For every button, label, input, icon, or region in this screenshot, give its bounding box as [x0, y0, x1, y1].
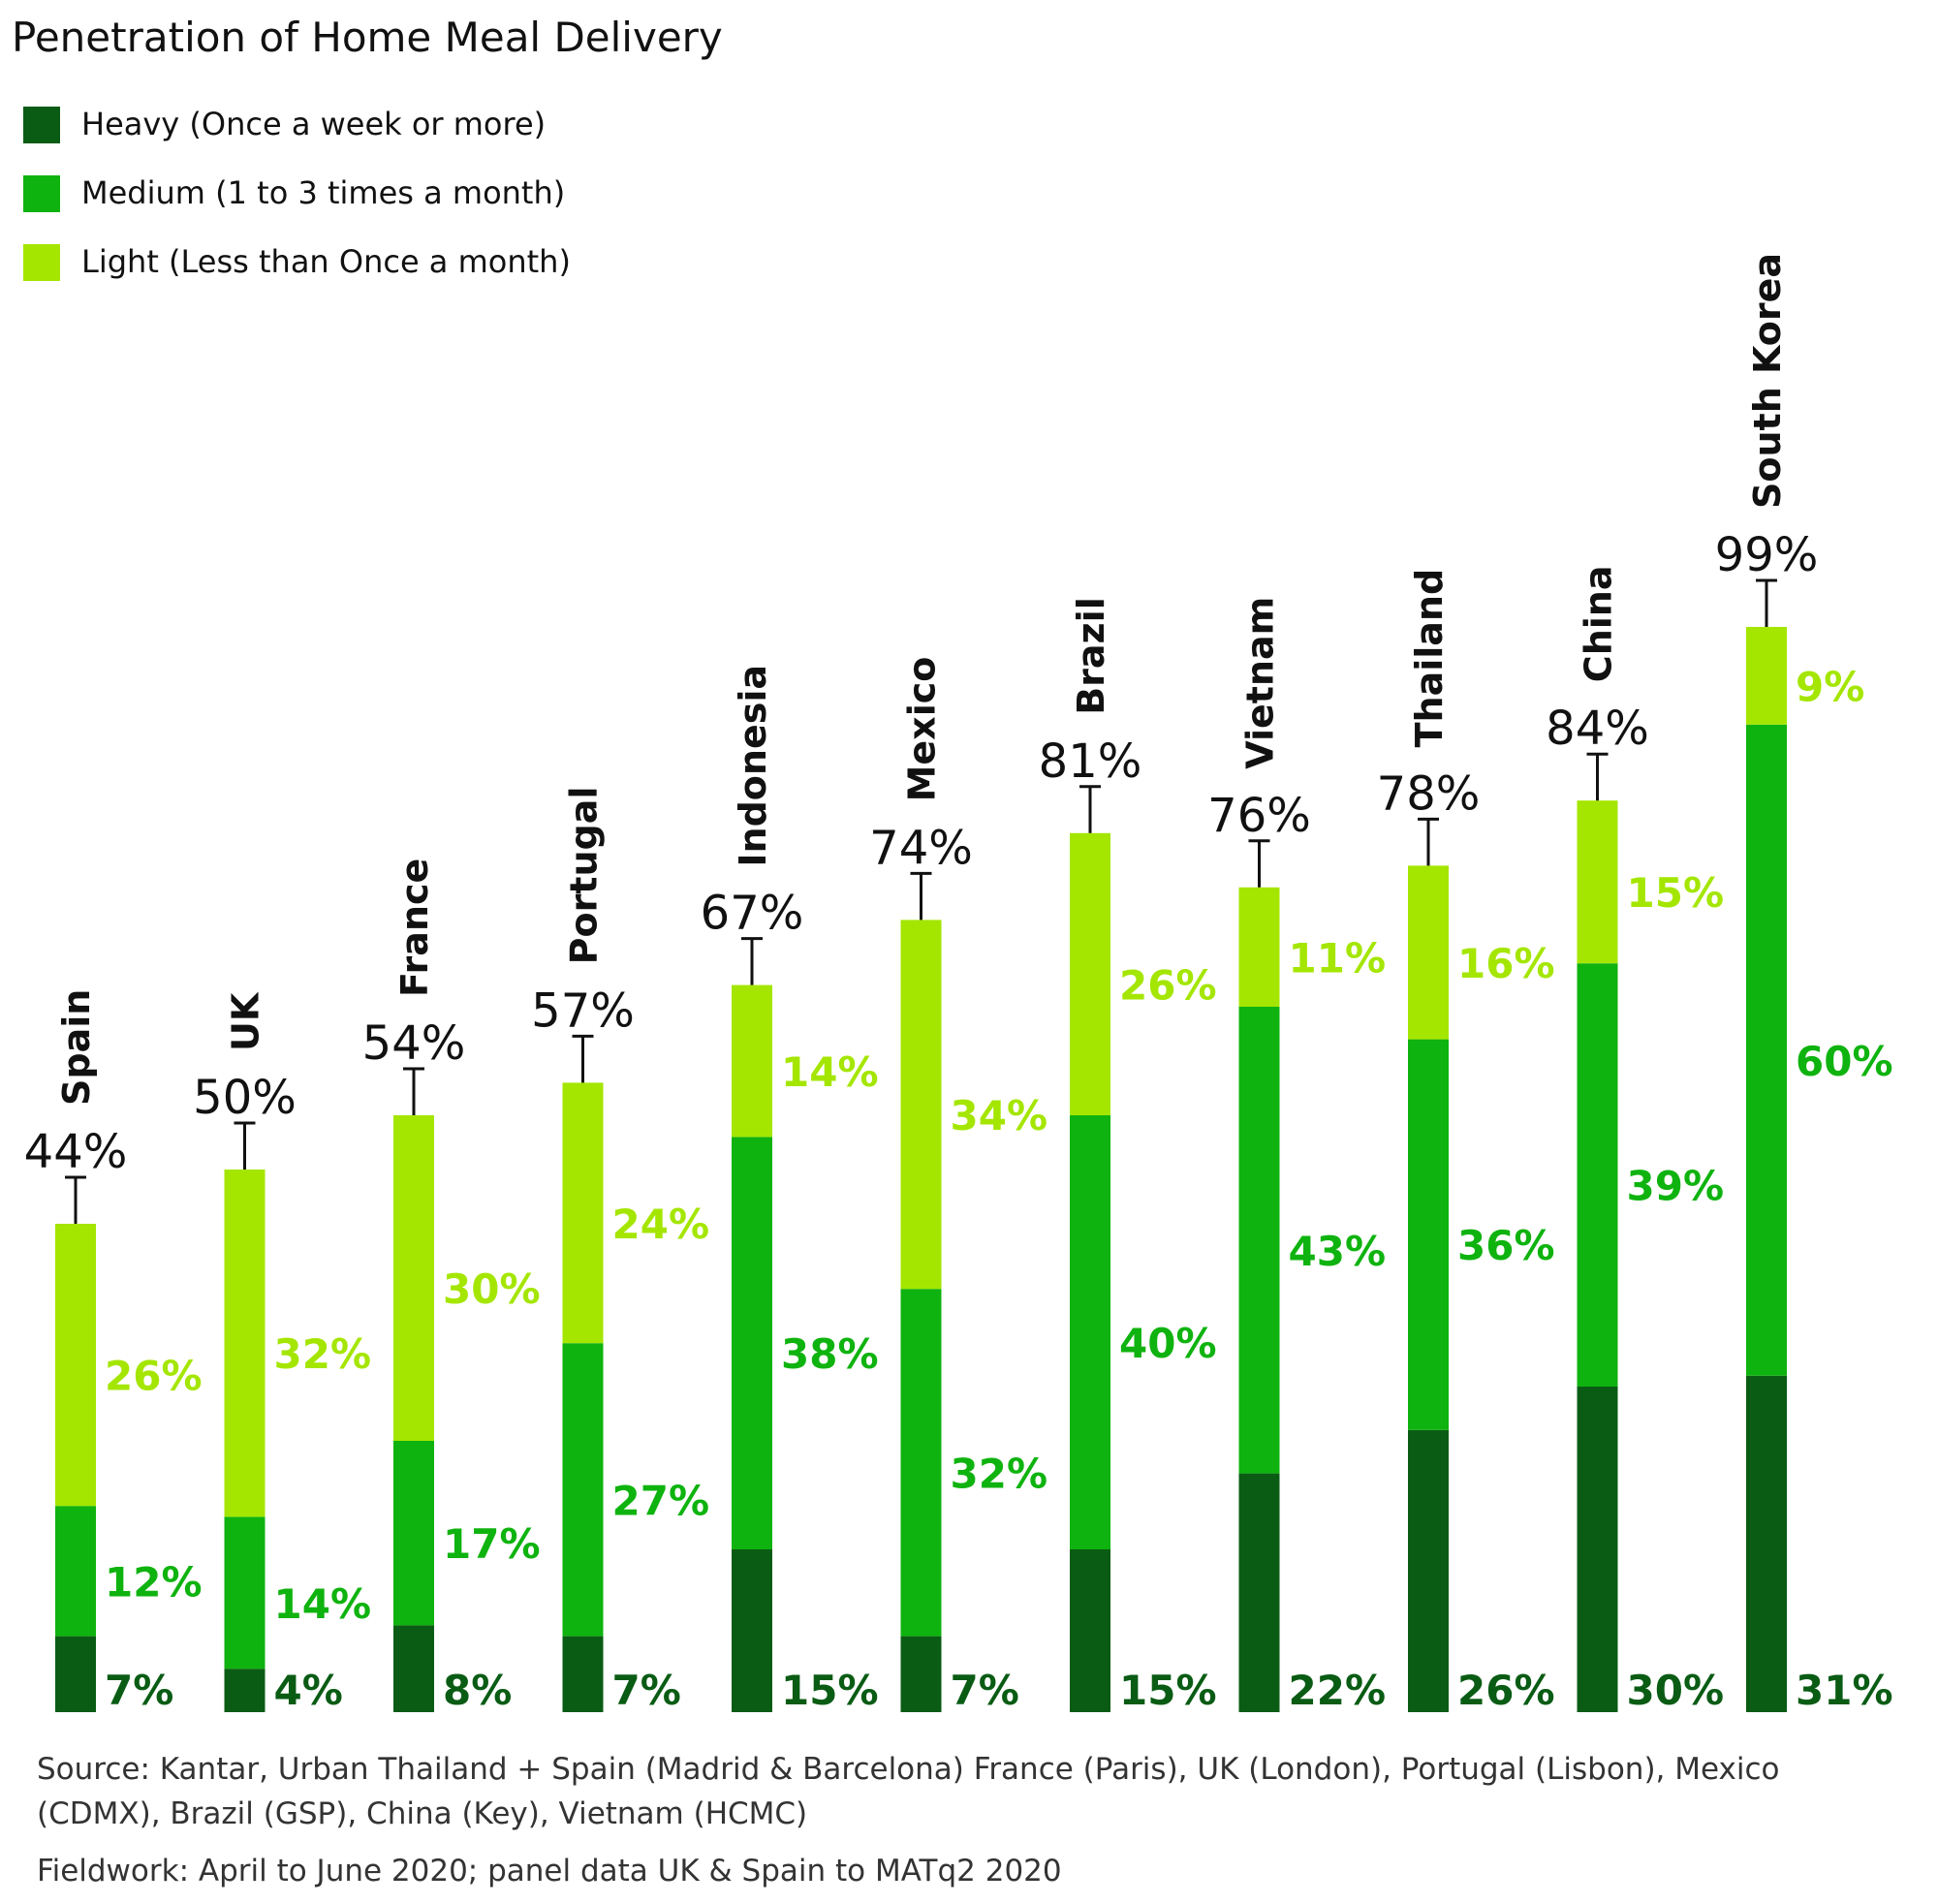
data-label-light: 30% [443, 1265, 541, 1313]
source-note: Source: Kantar, Urban Thailand + Spain (… [37, 1752, 1780, 1831]
category-label: Portugal [563, 787, 606, 965]
legend-swatch-heavy [23, 107, 60, 143]
bar-segment-medium [1238, 1007, 1280, 1474]
bar-segment-light [1408, 865, 1449, 1040]
data-label-light: 26% [105, 1353, 203, 1400]
data-label-heavy: 8% [443, 1667, 512, 1714]
total-label: 44% [24, 1125, 128, 1179]
data-label-heavy: 31% [1796, 1667, 1893, 1714]
data-label-medium: 40% [1119, 1320, 1217, 1367]
bar-segment-heavy [1238, 1473, 1280, 1712]
category-label: China [1578, 566, 1620, 683]
bar-segment-light [1746, 627, 1787, 725]
data-label-light: 24% [612, 1201, 710, 1248]
bar-segment-light [1238, 887, 1280, 1007]
legend-swatch-light [23, 244, 60, 281]
data-label-light: 11% [1289, 934, 1387, 982]
bar-segment-heavy [1746, 1375, 1787, 1712]
data-label-light: 32% [274, 1330, 372, 1378]
category-label: UK [225, 991, 267, 1051]
category-label: Mexico [901, 657, 944, 802]
data-label-heavy: 7% [951, 1667, 1019, 1714]
category-label: France [393, 858, 436, 997]
category-label: Brazil [1070, 597, 1112, 715]
bar-segment-medium [1070, 1115, 1110, 1549]
data-label-medium: 36% [1457, 1222, 1555, 1269]
bar-segment-heavy [732, 1549, 772, 1712]
total-label: 74% [869, 821, 973, 875]
total-label: 76% [1207, 789, 1311, 843]
bar-segment-light [55, 1224, 96, 1507]
data-label-light: 16% [1457, 940, 1555, 987]
category-label: South Korea [1746, 253, 1789, 509]
data-label-heavy: 26% [1457, 1667, 1555, 1714]
bar-segment-medium [224, 1516, 266, 1670]
data-label-heavy: 15% [1119, 1667, 1217, 1714]
data-label-medium: 17% [443, 1520, 541, 1568]
total-label: 54% [362, 1016, 466, 1071]
bar-segment-medium [1577, 963, 1618, 1387]
fieldwork-note: Fieldwork: April to June 2020; panel dat… [37, 1854, 1062, 1888]
data-label-heavy: 30% [1627, 1667, 1725, 1714]
bar-segment-medium [55, 1506, 96, 1637]
total-label: 99% [1715, 528, 1819, 582]
bar-segment-heavy [393, 1625, 434, 1712]
data-label-light: 15% [1627, 869, 1725, 917]
data-label-light: 34% [951, 1092, 1048, 1139]
chart-title: Penetration of Home Meal Delivery [12, 14, 723, 61]
category-label: Indonesia [732, 665, 774, 867]
category-label: Spain [55, 989, 98, 1106]
bar-segment-heavy [1577, 1387, 1618, 1712]
data-label-medium: 38% [781, 1330, 879, 1378]
bar-segment-medium [1746, 724, 1787, 1376]
total-label: 84% [1546, 702, 1649, 756]
data-label-light: 26% [1119, 961, 1217, 1009]
legend-label-medium: Medium (1 to 3 times a month) [81, 174, 566, 211]
data-label-medium: 14% [274, 1580, 372, 1628]
bar-segment-heavy [1070, 1549, 1110, 1712]
data-label-heavy: 4% [274, 1667, 343, 1714]
bar-segment-light [1577, 800, 1618, 964]
bar-segment-heavy [224, 1669, 266, 1712]
bar-segment-medium [732, 1137, 772, 1549]
data-label-medium: 60% [1796, 1038, 1893, 1085]
data-label-light: 9% [1796, 663, 1864, 710]
bar-segment-heavy [1408, 1429, 1449, 1712]
legend-swatch-medium [23, 175, 60, 212]
data-label-medium: 27% [612, 1477, 710, 1524]
bar-segment-light [900, 920, 942, 1290]
data-label-heavy: 7% [105, 1667, 173, 1714]
total-label: 67% [701, 887, 804, 941]
data-label-medium: 39% [1627, 1163, 1725, 1210]
total-label: 50% [193, 1071, 297, 1125]
bar-segment-heavy [55, 1636, 96, 1712]
bar-segment-medium [393, 1441, 434, 1626]
bar-segment-heavy [900, 1636, 942, 1712]
legend-label-heavy: Heavy (Once a week or more) [81, 106, 547, 142]
data-label-heavy: 22% [1289, 1667, 1387, 1714]
bar-segment-light [732, 984, 772, 1138]
bar-segment-light [393, 1115, 434, 1441]
data-label-medium: 12% [105, 1558, 203, 1606]
total-label: 81% [1039, 734, 1142, 789]
bar-segment-light [562, 1082, 604, 1344]
bar-segment-light [224, 1170, 266, 1517]
total-label: 57% [531, 983, 635, 1038]
bar-segment-medium [900, 1289, 942, 1637]
chart-plot-area: 7% 12% 26% 44% Spain 4% 14% 32% 50% UK 8% 17% 30% 54%… [24, 253, 1893, 1714]
data-label-heavy: 15% [781, 1667, 879, 1714]
bar-segment-medium [562, 1343, 604, 1637]
category-label: Thailand [1408, 569, 1451, 748]
total-label: 78% [1377, 766, 1481, 821]
data-label-light: 14% [781, 1048, 879, 1096]
category-label: Vietnam [1239, 597, 1282, 769]
legend-label-light: Light (Less than Once a month) [81, 243, 571, 280]
bar-segment-heavy [562, 1636, 604, 1712]
data-label-medium: 32% [951, 1450, 1048, 1497]
bar-segment-light [1070, 832, 1110, 1115]
data-label-heavy: 7% [612, 1667, 681, 1714]
data-label-medium: 43% [1289, 1228, 1387, 1275]
bar-segment-medium [1408, 1039, 1449, 1430]
